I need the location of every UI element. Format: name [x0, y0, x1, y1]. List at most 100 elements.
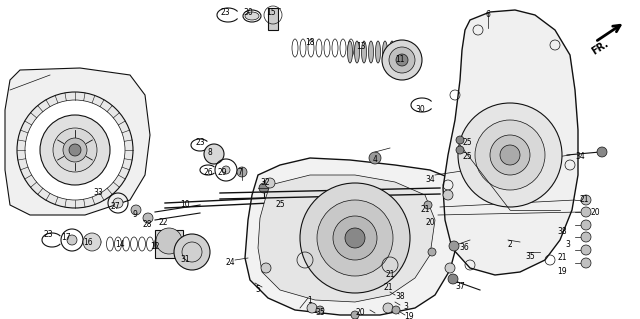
Text: FR.: FR.: [590, 39, 611, 57]
Circle shape: [581, 195, 591, 205]
Text: 23: 23: [195, 138, 205, 147]
Ellipse shape: [348, 41, 353, 63]
Text: 20: 20: [590, 208, 600, 217]
Circle shape: [396, 54, 408, 66]
Circle shape: [581, 220, 591, 230]
Text: 3: 3: [404, 302, 408, 311]
Circle shape: [333, 216, 377, 260]
Text: 35: 35: [525, 252, 535, 261]
Circle shape: [383, 303, 393, 313]
Circle shape: [69, 144, 81, 156]
Circle shape: [351, 311, 359, 319]
Circle shape: [265, 178, 275, 188]
Circle shape: [458, 103, 562, 207]
Circle shape: [237, 167, 247, 177]
Text: 15: 15: [266, 8, 276, 17]
Text: 21: 21: [385, 270, 395, 279]
Text: 28: 28: [142, 220, 152, 229]
Text: 25: 25: [462, 138, 472, 147]
Text: 2: 2: [508, 240, 513, 249]
Text: 5: 5: [255, 285, 260, 294]
Ellipse shape: [369, 41, 374, 63]
Circle shape: [131, 205, 141, 215]
Circle shape: [156, 228, 182, 254]
Text: 25: 25: [462, 152, 472, 161]
Circle shape: [40, 115, 110, 185]
Text: 9: 9: [132, 210, 138, 219]
Text: 30: 30: [415, 105, 425, 114]
Text: 23: 23: [220, 8, 230, 17]
Text: 38: 38: [557, 227, 567, 236]
Circle shape: [113, 198, 123, 208]
Circle shape: [424, 201, 432, 209]
Text: 38: 38: [395, 292, 405, 301]
Text: 12: 12: [150, 242, 160, 251]
Circle shape: [369, 152, 381, 164]
Text: 19: 19: [557, 267, 567, 276]
Text: 30: 30: [243, 8, 253, 17]
Circle shape: [204, 144, 224, 164]
Text: 11: 11: [396, 55, 404, 64]
Text: 7: 7: [237, 168, 243, 177]
Text: 34: 34: [575, 152, 585, 161]
Text: 37: 37: [455, 282, 465, 291]
Circle shape: [475, 120, 545, 190]
Circle shape: [345, 228, 365, 248]
Circle shape: [581, 245, 591, 255]
Circle shape: [581, 258, 591, 268]
Text: 27: 27: [110, 202, 120, 211]
Text: 21: 21: [383, 283, 393, 292]
Circle shape: [449, 241, 459, 251]
Text: 20: 20: [355, 308, 365, 317]
Ellipse shape: [383, 41, 387, 63]
Ellipse shape: [376, 41, 381, 63]
Circle shape: [25, 100, 125, 200]
Text: 21: 21: [579, 195, 589, 204]
Text: 8: 8: [207, 148, 212, 157]
Ellipse shape: [362, 41, 367, 63]
Circle shape: [428, 248, 436, 256]
Text: 6: 6: [486, 10, 490, 19]
Circle shape: [67, 235, 77, 245]
Text: 34: 34: [425, 175, 435, 184]
Circle shape: [261, 263, 271, 273]
Circle shape: [490, 135, 530, 175]
Circle shape: [317, 200, 393, 276]
Text: 21: 21: [420, 205, 429, 214]
Text: 1: 1: [308, 296, 312, 305]
Circle shape: [143, 213, 153, 223]
Bar: [155, 230, 183, 258]
Circle shape: [500, 145, 520, 165]
Text: 29: 29: [217, 168, 227, 177]
Circle shape: [443, 190, 453, 200]
Text: 20: 20: [425, 218, 435, 227]
Text: 21: 21: [557, 253, 567, 262]
Circle shape: [389, 47, 415, 73]
Text: 18: 18: [305, 38, 315, 47]
Text: 14: 14: [115, 240, 125, 249]
Text: 10: 10: [180, 200, 190, 209]
Circle shape: [17, 92, 133, 208]
Text: 19: 19: [404, 312, 414, 319]
Polygon shape: [258, 175, 435, 302]
Circle shape: [222, 166, 230, 174]
Circle shape: [83, 233, 101, 251]
Polygon shape: [5, 68, 150, 215]
Circle shape: [456, 136, 464, 144]
Text: 23: 23: [43, 230, 53, 239]
Ellipse shape: [245, 12, 259, 20]
Circle shape: [392, 306, 400, 314]
Circle shape: [316, 306, 324, 314]
Circle shape: [259, 183, 269, 193]
Ellipse shape: [397, 41, 401, 63]
Text: 33: 33: [93, 188, 103, 197]
Text: 26: 26: [203, 168, 213, 177]
Polygon shape: [245, 158, 460, 315]
Text: 17: 17: [61, 233, 71, 242]
Circle shape: [448, 274, 458, 284]
Text: 24: 24: [225, 258, 235, 267]
Circle shape: [581, 207, 591, 217]
Ellipse shape: [390, 41, 394, 63]
Text: 22: 22: [158, 218, 168, 227]
Text: 35: 35: [315, 308, 325, 317]
